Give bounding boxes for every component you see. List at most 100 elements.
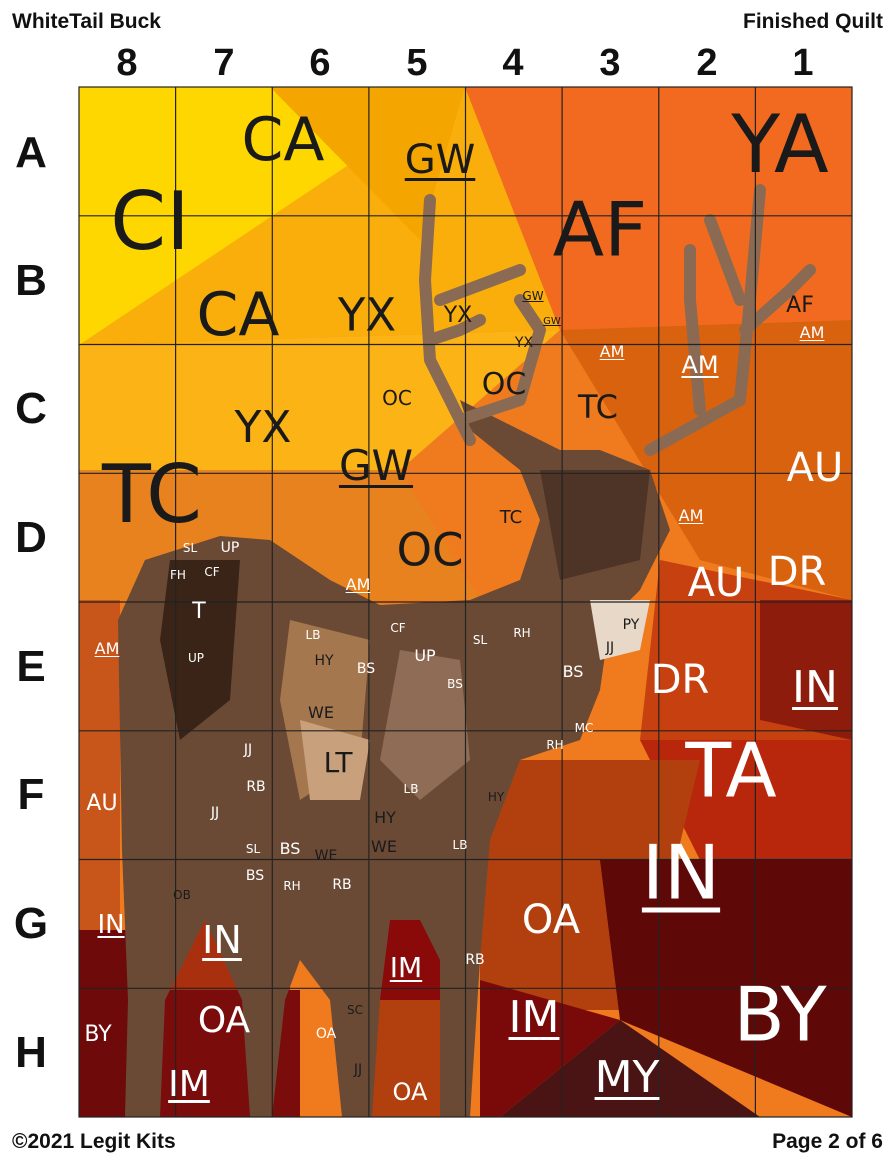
deer-fabric-label: SC [347, 1003, 363, 1017]
deer-fabric-label: CF [204, 565, 220, 579]
fabric-label: OA [197, 1000, 251, 1041]
fabric-label: AM [94, 639, 120, 658]
fabric-label: OC [396, 523, 464, 577]
deer-fabric-label: BS [447, 677, 463, 691]
fabric-label: YX [514, 335, 534, 351]
deer-fabric-label: JJ [210, 805, 220, 821]
fabric-label: OA [521, 897, 581, 943]
column-label: 7 [213, 42, 235, 84]
fabric-label: YA [731, 98, 829, 191]
deer-fabric-label: T [192, 599, 206, 624]
title-right: Finished Quilt [743, 10, 883, 33]
deer-fabric-label: RB [465, 952, 485, 968]
fabric-label: AM [678, 506, 704, 525]
fabric-label: TC [577, 388, 619, 426]
fabric-label: AM [599, 342, 625, 361]
fabric-label: YX [443, 303, 473, 328]
deer-fabric-label: WE [371, 837, 397, 856]
row-label: H [15, 1028, 47, 1077]
fabric-label: YX [337, 288, 397, 342]
deer-fabric-label: WE [314, 848, 338, 864]
deer-fabric-label: OB [173, 888, 191, 902]
deer-fabric-label: HY [487, 790, 505, 804]
deer-fabric-label: MC [574, 721, 594, 735]
deer-fabric-label: RH [283, 879, 301, 893]
deer-fabric-label: BS [245, 868, 265, 884]
fabric-label: GW [338, 441, 414, 490]
deer-fabric-label: JJ [353, 1062, 363, 1078]
deer-fabric-label: SL [472, 633, 488, 647]
copyright: ©2021 Legit Kits [12, 1130, 176, 1153]
deer-fabric-label: RB [332, 877, 352, 893]
fabric-label: IM [389, 951, 423, 984]
row-label: C [15, 384, 47, 433]
fabric-label: MY [594, 1052, 660, 1103]
fabric-label: CA [241, 105, 325, 175]
column-label: 4 [502, 42, 524, 84]
fabric-label: AM [345, 575, 371, 594]
deer-fabric-label: UP [414, 646, 436, 665]
column-label: 2 [696, 42, 718, 84]
fabric-label: AU [687, 560, 745, 606]
fabric-label: TA [685, 726, 777, 815]
row-label: F [17, 770, 45, 819]
fabric-label: YX [234, 402, 292, 453]
title-left: WhiteTail Buck [12, 10, 161, 33]
deer-fabric-label: PY [622, 617, 640, 633]
fabric-label: OA [392, 1078, 428, 1106]
grid-lines [78, 86, 853, 1118]
fabric-label: IN [641, 828, 721, 917]
column-label: 8 [116, 42, 138, 84]
fabric-label: AU [86, 791, 118, 816]
fabric-label: DR [767, 549, 827, 595]
fabric-label: BY [733, 970, 827, 1059]
row-label: B [15, 256, 47, 305]
deer-fabric-label: OA [315, 1026, 337, 1042]
deer-fabric-label: FH [170, 568, 186, 582]
deer-fabric-label: CF [390, 621, 406, 635]
fabric-label: IM [508, 992, 560, 1043]
deer-silhouette [118, 184, 816, 1117]
fabric-label: AU [786, 445, 844, 491]
fabric-label: AM [799, 323, 825, 342]
deer-fabric-label: BS [562, 662, 584, 681]
deer-fabric-label: JJ [605, 640, 615, 656]
deer-fabric-label: JJ [243, 742, 253, 758]
fabric-label: GW [522, 289, 544, 303]
deer-fabric-label: BS [356, 661, 376, 677]
fabric-label: CA [196, 280, 280, 350]
deer-fabric-label: LB [452, 838, 468, 852]
row-label: D [15, 513, 47, 562]
fabric-label: AM [681, 351, 719, 379]
fabric-label: DR [650, 657, 710, 703]
deer-fabric-label: RB [246, 779, 266, 795]
fabric-label: GW [404, 137, 476, 183]
row-label: A [15, 128, 47, 177]
fabric-label: AF [552, 185, 648, 274]
deer-fabric-label: WE [308, 703, 334, 722]
row-label: G [13, 899, 49, 948]
fabric-label: GW [543, 316, 561, 327]
deer-fabric-label: UP [220, 540, 240, 556]
deer-fabric-label: LB [403, 782, 419, 796]
fabric-label: TC [101, 448, 203, 541]
fabric-label: IN [202, 918, 242, 962]
deer-fabric-label: SL [245, 842, 261, 856]
column-label: 1 [792, 42, 814, 84]
deer-fabric-label: RH [513, 626, 531, 640]
fabric-label: IM [168, 1064, 210, 1105]
deer-fabric-label: HY [314, 653, 334, 669]
page-number: Page 2 of 6 [772, 1130, 883, 1153]
deer-fabric-label: LT [323, 746, 353, 779]
deer-fabric-label: LB [305, 628, 321, 642]
fabric-label: IN [97, 910, 125, 940]
fabric-label: AF [786, 293, 814, 318]
fabric-label: OC [481, 367, 527, 402]
deer-fabric-label: SL [182, 541, 198, 555]
fabric-label: TC [499, 507, 523, 528]
fabric-label: CI [110, 175, 190, 268]
column-label: 6 [309, 42, 331, 84]
deer-fabric-label: UP [187, 651, 205, 665]
column-label: 3 [599, 42, 621, 84]
